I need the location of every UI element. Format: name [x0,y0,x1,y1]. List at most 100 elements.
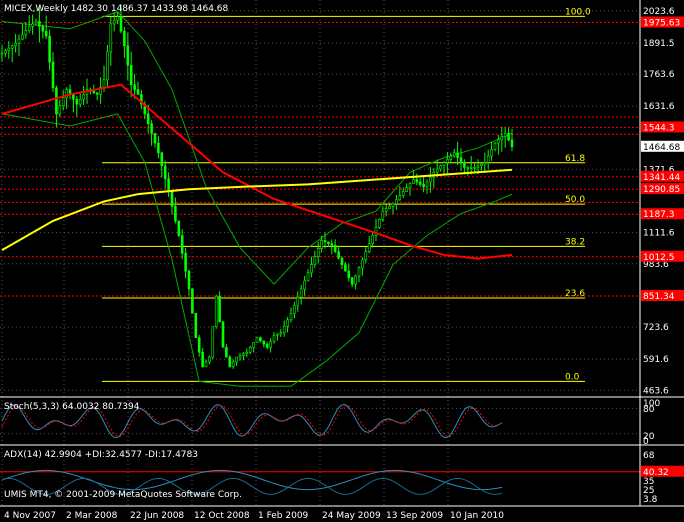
candle-body [31,23,34,27]
candle-body [510,139,514,148]
candle-body [146,113,150,124]
candle-body [163,165,167,180]
price-tick-label: 1111.6 [643,229,675,239]
fib-label: 100.0 [565,7,591,17]
candle-body [391,203,395,207]
price-tick-label: 1891.5 [643,39,675,49]
candle-body [82,94,85,100]
candle-body [507,133,510,141]
candle-body [303,280,306,290]
candle-body [0,52,4,55]
candle-body [337,251,340,259]
candle-body [174,205,177,222]
candle-body [228,356,232,368]
candle-body [201,351,204,368]
candle-body [24,30,28,36]
candle-body [14,43,17,47]
candle-body [272,334,276,342]
candle-body [412,179,415,184]
stoch-scale-label: 80 [643,405,655,415]
price-marker [641,250,684,262]
candle-body [27,26,31,31]
candle-body [310,264,313,274]
price-tick-label: 723.6 [643,323,669,333]
candle-body [211,326,215,358]
candle-body [150,123,153,134]
candle-body [381,210,385,220]
x-tick-label: 12 Oct 2008 [194,511,250,521]
candle-body [136,89,140,95]
candle-body [361,259,364,269]
ohlc-readout: 1482.30 1486.37 1433.98 1464.68 [70,4,229,14]
candle-body [95,92,99,95]
candle-body [167,178,170,193]
candle-body [7,47,11,51]
candle-body [262,340,266,345]
candle-body [469,167,473,169]
candle-body [473,167,476,169]
candle-body [153,133,157,144]
fib-label: 23.6 [565,289,585,299]
chart-header: MICEX,Weekly 1482.30 1486.37 1433.98 146… [4,4,228,15]
candle-body [279,332,283,335]
candle-body [449,155,453,160]
price-tick-label: 463.6 [643,386,669,396]
candle-body [296,296,300,306]
price-tick-label: 983.6 [643,260,669,270]
candle-body [378,218,381,228]
price-marker-label: 1012.5 [643,253,675,263]
candle-body [476,165,480,168]
adx-scale-label: 68 [643,451,655,461]
candle-body [286,319,289,327]
price-marker [641,170,684,182]
adx-scale-label: 35 [643,477,654,487]
candle-body [187,270,191,290]
candle-body [323,240,327,243]
candle-body [333,244,337,252]
bollinger-upper [1,11,513,285]
candle-body [490,149,493,157]
price-marker [641,183,684,195]
candle-body [306,272,310,282]
stoch-main-line [1,403,503,439]
candle-body [500,136,504,141]
candle-body [347,270,351,278]
candle-body [398,195,402,201]
price-marker-label: 851.34 [643,292,675,302]
candle-body [269,340,272,348]
candle-body [282,325,286,334]
di-line [1,477,503,495]
candle-body [374,227,378,236]
bollinger-lower [1,113,513,387]
x-tick-label: 1 Feb 2009 [258,511,309,521]
price-marker-label: 1464.68 [643,143,680,153]
candle-body [235,356,238,363]
candle-body [442,162,446,167]
candle-body [452,152,456,157]
candle-body [486,155,490,163]
candle-body [259,337,262,342]
fib-label: 50.0 [565,195,585,205]
x-tick-label: 4 Nov 2007 [4,511,56,521]
candle-body [435,168,439,173]
candles [0,4,514,369]
candle-body [255,337,259,343]
x-tick-label: 22 Jun 2008 [130,511,184,521]
fib-label: 61.8 [565,154,585,164]
fib-label: 38.2 [565,237,585,247]
moving-averages [1,83,513,260]
candle-body [503,133,507,137]
candle-body [55,87,58,115]
candle-body [218,295,221,323]
price-marker [641,121,684,133]
candle-body [48,35,51,63]
price-marker-label: 1290.85 [643,185,680,195]
candle-body [99,86,102,95]
candle-body [119,16,123,32]
candle-body [466,167,470,169]
candle-body [140,94,143,105]
